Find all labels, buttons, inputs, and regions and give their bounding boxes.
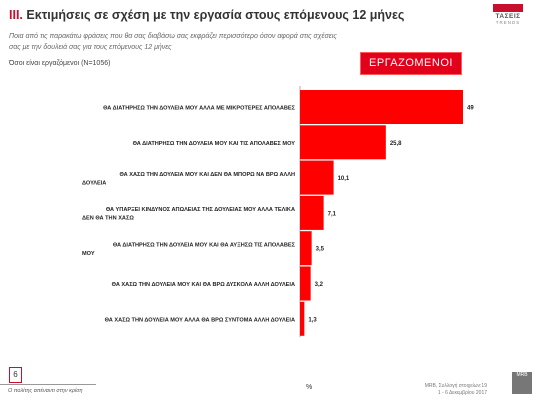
- bar-2: [300, 125, 386, 160]
- logo-mark-icon: [493, 4, 523, 12]
- title-text: Εκτιμήσεις σε σχέση με την εργασία στους…: [26, 8, 405, 22]
- logo-name: ΤΑΣΕΙΣ: [495, 13, 521, 20]
- bar-1: [300, 90, 463, 124]
- category-label-line: ΘΑ ΔΙΑΤΗΡΗΣΩ ΤΗΝ ΔΟΥΛΕΙΑ ΜΟΥ ΚΑΙ ΘΑ ΑΥΞΗ…: [113, 242, 296, 248]
- footer-divider: [0, 384, 96, 385]
- bar-4: [300, 195, 324, 230]
- source-line-2: 1 - 6 Δεκεμβρίου 2017: [437, 390, 487, 396]
- category-label-line: ΘΑ ΧΑΣΩ ΤΗΝ ΔΟΥΛΕΙΑ ΜΟΥ ΑΛΛΑ ΘΑ ΒΡΩ ΣΥΝΤ…: [105, 317, 295, 323]
- logo-sub: TRENDS: [495, 20, 521, 25]
- value-label-1: 49: [467, 106, 474, 112]
- value-label-2: 25,8: [390, 141, 402, 147]
- category-label-6: ΘΑ ΧΑΣΩ ΤΗΝ ΔΟΥΛΕΙΑ ΜΟΥ ΚΑΙ ΘΑ ΒΡΩ ΔΥΣΚΟ…: [112, 282, 295, 288]
- taseis-logo: ΤΑΣΕΙΣ TRENDS: [488, 4, 528, 25]
- section-number: ΙΙΙ.: [9, 8, 23, 22]
- value-label-4: 7,1: [328, 211, 337, 217]
- sample-base: Όσοι είναι εργαζόμενοι (N=1056): [9, 60, 111, 67]
- value-label-6: 3,2: [315, 282, 324, 288]
- page-title: ΙΙΙ. Εκτιμήσεις σε σχέση με την εργασία …: [9, 8, 404, 22]
- bar-7: [300, 301, 305, 336]
- category-label-line: ΘΑ ΧΑΣΩ ΤΗΝ ΔΟΥΛΕΙΑ ΜΟΥ ΚΑΙ ΘΑ ΒΡΩ ΔΥΣΚΟ…: [112, 282, 295, 288]
- category-label-2: ΘΑ ΔΙΑΤΗΡΗΣΩ ΤΗΝ ΔΟΥΛΕΙΑ ΜΟΥ ΚΑΙ ΤΙΣ ΑΠΟ…: [133, 141, 296, 147]
- value-label-7: 1,3: [308, 317, 317, 323]
- category-label-line: ΘΑ ΔΙΑΤΗΡΗΣΩ ΤΗΝ ΔΟΥΛΕΙΑ ΜΟΥ ΑΛΛΑ ΜΕ ΜΙΚ…: [103, 106, 296, 112]
- mrb-logo: MRB: [512, 372, 532, 394]
- page-number: 6: [9, 367, 22, 383]
- source-note: MRB, Συλλογή στοιχείων:19 1 - 6 Δεκεμβρί…: [415, 383, 487, 397]
- question-text: Ποια από τις παρακάτω φράσεις που θα σας…: [9, 33, 337, 51]
- category-label-line: ΘΑ ΥΠΑΡΞΕΙ ΚΙΝΔΥΝΟΣ ΑΠΩΛΕΙΑΣ ΤΗΣ ΔΟΥΛΕΙΑ…: [106, 207, 295, 213]
- value-label-5: 3,5: [316, 247, 325, 253]
- x-axis-unit: %: [306, 384, 313, 391]
- category-label-1: ΘΑ ΔΙΑΤΗΡΗΣΩ ΤΗΝ ΔΟΥΛΕΙΑ ΜΟΥ ΑΛΛΑ ΜΕ ΜΙΚ…: [103, 106, 296, 112]
- mrb-logo-text: MRB: [516, 372, 528, 378]
- bar-3: [300, 160, 334, 195]
- category-label-line: ΜΟΥ: [82, 251, 95, 257]
- category-label-5: ΘΑ ΔΙΑΤΗΡΗΣΩ ΤΗΝ ΔΟΥΛΕΙΑ ΜΟΥ ΚΑΙ ΘΑ ΑΥΞΗ…: [82, 242, 296, 257]
- category-label-7: ΘΑ ΧΑΣΩ ΤΗΝ ΔΟΥΛΕΙΑ ΜΟΥ ΑΛΛΑ ΘΑ ΒΡΩ ΣΥΝΤ…: [105, 317, 295, 323]
- segment-badge: ΕΡΓΑΖΟΜΕΝΟΙ: [360, 52, 462, 75]
- category-label-4: ΘΑ ΥΠΑΡΞΕΙ ΚΙΝΔΥΝΟΣ ΑΠΩΛΕΙΑΣ ΤΗΣ ΔΟΥΛΕΙΑ…: [82, 207, 295, 222]
- footnote: Ο πολίτης απέναντι στην κρίση: [8, 388, 83, 394]
- category-label-line: ΔΕΝ ΘΑ ΤΗΝ ΧΑΣΩ: [82, 216, 134, 222]
- category-label-line: ΔΟΥΛΕΙΑ: [82, 180, 106, 186]
- bar-6: [300, 266, 311, 301]
- value-label-3: 10,1: [338, 176, 350, 182]
- source-line-1: MRB, Συλλογή στοιχείων:19: [424, 383, 487, 389]
- category-label-line: ΘΑ ΔΙΑΤΗΡΗΣΩ ΤΗΝ ΔΟΥΛΕΙΑ ΜΟΥ ΚΑΙ ΤΙΣ ΑΠΟ…: [133, 141, 296, 147]
- category-label-3: ΘΑ ΧΑΣΩ ΤΗΝ ΔΟΥΛΕΙΑ ΜΟΥ ΚΑΙ ΔΕΝ ΘΑ ΜΠΟΡΩ…: [82, 172, 295, 187]
- bar-5: [300, 231, 312, 266]
- category-label-line: ΘΑ ΧΑΣΩ ΤΗΝ ΔΟΥΛΕΙΑ ΜΟΥ ΚΑΙ ΔΕΝ ΘΑ ΜΠΟΡΩ…: [119, 172, 295, 178]
